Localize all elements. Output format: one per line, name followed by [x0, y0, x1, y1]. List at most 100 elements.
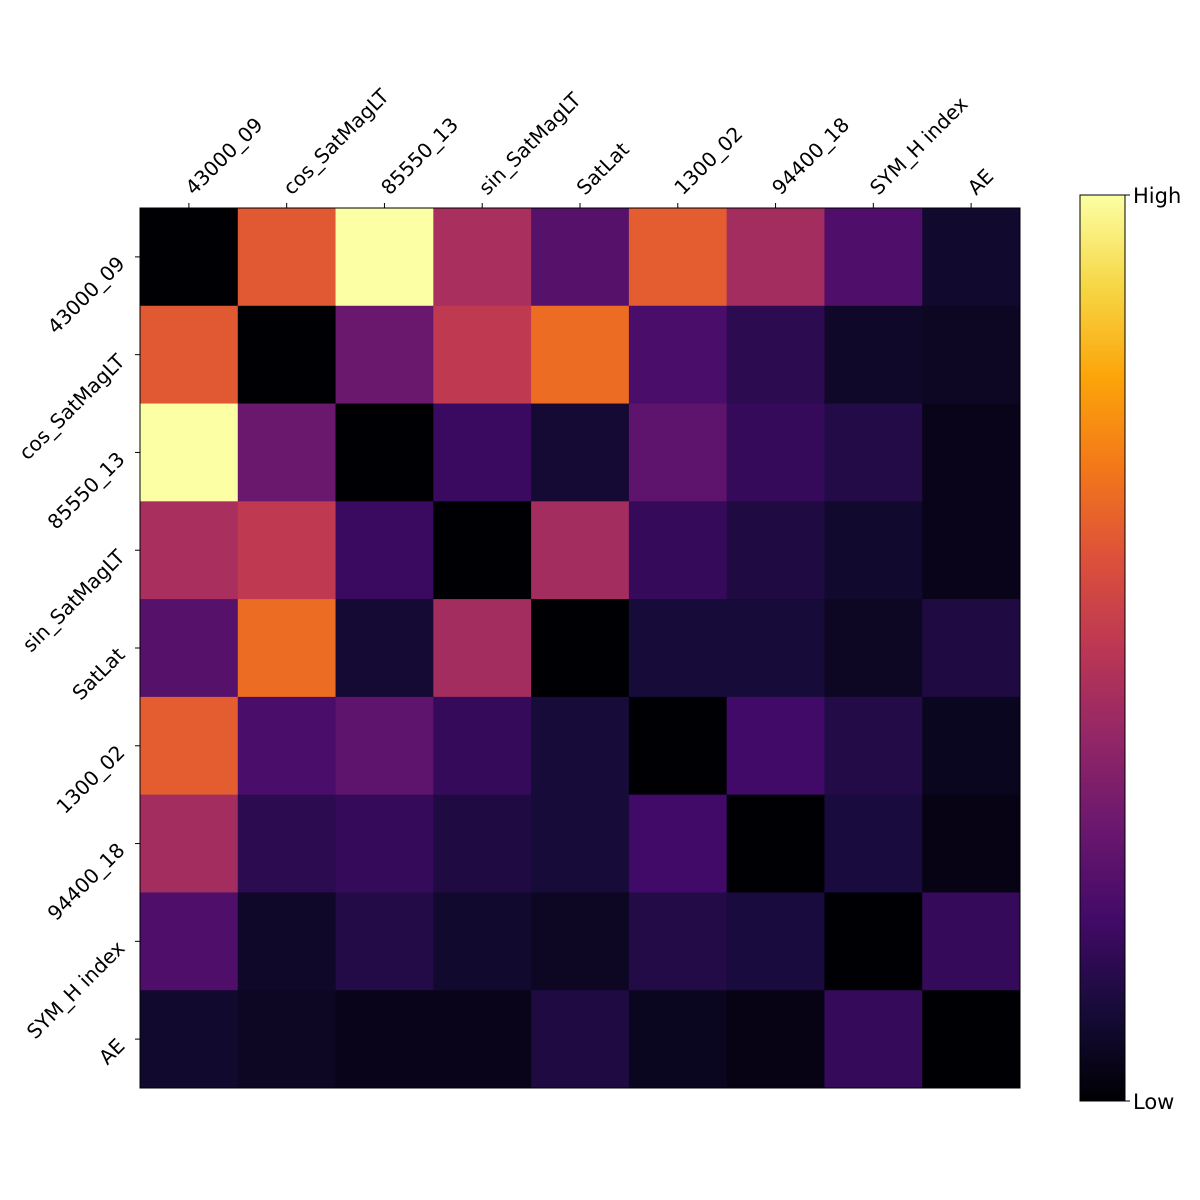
heatmap-cell — [628, 403, 728, 502]
heatmap-cell — [237, 990, 337, 1089]
heatmap-cell — [824, 208, 923, 307]
heatmap-cell — [628, 208, 728, 307]
heatmap-cell — [335, 599, 434, 698]
heatmap-cell — [726, 599, 825, 698]
heatmap-cell — [531, 599, 630, 698]
heatmap-cell — [433, 990, 532, 1089]
heatmap-cell — [433, 305, 532, 405]
y-tick-label: SYM_H index — [22, 936, 130, 1044]
heatmap-cell — [922, 208, 1021, 307]
heatmap-cell — [628, 599, 728, 698]
heatmap-cell — [922, 990, 1021, 1089]
heatmap-cell — [140, 892, 239, 991]
heatmap-cell — [824, 599, 923, 698]
heatmap-cell — [726, 208, 825, 307]
y-axis-ticks: 43000_09cos_SatMagLT85550_13sin_SatMagLT… — [14, 251, 140, 1069]
heatmap-cell — [140, 305, 239, 405]
colorbar: High Low — [1079, 184, 1181, 1114]
heatmap-cell — [433, 892, 532, 991]
heatmap-cell — [531, 696, 630, 796]
heatmap-cell — [140, 794, 239, 893]
heatmap-cell — [726, 501, 825, 600]
heatmap-cell — [237, 501, 337, 600]
heatmap-cell — [335, 403, 434, 502]
heatmap-cell — [531, 305, 630, 405]
heatmap-cell — [628, 696, 728, 796]
heatmap-cell — [140, 208, 239, 307]
heatmap-cell — [335, 208, 434, 307]
heatmap-cell — [922, 696, 1021, 796]
heatmap-cell — [922, 794, 1021, 893]
heatmap-cell — [433, 501, 532, 600]
heatmap-cell — [726, 305, 825, 405]
heatmap-cell — [531, 990, 630, 1089]
heatmap-cell — [237, 599, 337, 698]
x-tick-label: AE — [963, 164, 999, 200]
heatmap-cell — [531, 501, 630, 600]
heatmap-cell — [726, 403, 825, 502]
heatmap-cell — [335, 892, 434, 991]
y-tick-label: sin_SatMagLT — [18, 544, 130, 656]
heatmap-cell — [433, 696, 532, 796]
y-tick-label: 1300_02 — [51, 740, 129, 818]
heatmap-cell — [824, 305, 923, 405]
heatmap-cell — [531, 794, 630, 893]
y-tick-label: AE — [94, 1034, 130, 1070]
heatmap-cell — [237, 696, 337, 796]
y-tick-label: 43000_09 — [43, 251, 130, 338]
heatmap-cell — [237, 892, 337, 991]
heatmap-cell — [726, 696, 825, 796]
heatmap-cell — [531, 892, 630, 991]
heatmap-cell — [140, 599, 239, 698]
heatmap-cell — [824, 990, 923, 1089]
y-tick-label: 94400_18 — [43, 838, 130, 925]
heatmap-cell — [824, 501, 923, 600]
colorbar-gradient — [1079, 194, 1126, 1102]
heatmap-cell — [237, 403, 337, 502]
x-tick-label: 43000_09 — [180, 113, 267, 200]
heatmap-cell — [824, 403, 923, 502]
heatmap-cell — [531, 208, 630, 307]
heatmap-cells — [140, 208, 1021, 1089]
heatmap-cell — [335, 794, 434, 893]
heatmap-cell — [922, 892, 1021, 991]
heatmap-cell — [140, 501, 239, 600]
heatmap-cell — [824, 794, 923, 893]
heatmap-cell — [433, 599, 532, 698]
colorbar-high-label: High — [1133, 184, 1181, 208]
colorbar-low-label: Low — [1133, 1090, 1174, 1114]
x-tick-label: 1300_02 — [669, 121, 747, 199]
y-tick-label: 85550_13 — [43, 447, 130, 534]
x-tick-label: SatLat — [572, 137, 634, 199]
heatmap-cell — [433, 403, 532, 502]
heatmap-cell — [335, 305, 434, 405]
heatmap-cell — [237, 305, 337, 405]
heatmap-cell — [433, 794, 532, 893]
heatmap-cell — [922, 501, 1021, 600]
heatmap-cell — [628, 305, 728, 405]
heatmap-cell — [726, 892, 825, 991]
heatmap-cell — [726, 990, 825, 1089]
heatmap-cell — [824, 696, 923, 796]
heatmap-cell — [335, 696, 434, 796]
heatmap-cell — [335, 501, 434, 600]
heatmap-cell — [628, 794, 728, 893]
heatmap-cell — [237, 794, 337, 893]
heatmap-cell — [140, 696, 239, 796]
heatmap-cell — [726, 794, 825, 893]
heatmap-cell — [433, 208, 532, 307]
heatmap-cell — [531, 403, 630, 502]
heatmap-cell — [628, 990, 728, 1089]
heatmap-cell — [824, 892, 923, 991]
y-tick-label: SatLat — [67, 642, 129, 704]
heatmap-cell — [140, 403, 239, 502]
x-tick-label: 94400_18 — [767, 113, 854, 200]
heatmap-cell — [922, 599, 1021, 698]
heatmap-cell — [140, 990, 239, 1089]
heatmap-cell — [628, 501, 728, 600]
heatmap-cell — [922, 305, 1021, 405]
x-tick-label: SYM_H index — [865, 92, 973, 200]
heatmap-cell — [237, 208, 337, 307]
x-tick-label: sin_SatMagLT — [474, 87, 586, 199]
